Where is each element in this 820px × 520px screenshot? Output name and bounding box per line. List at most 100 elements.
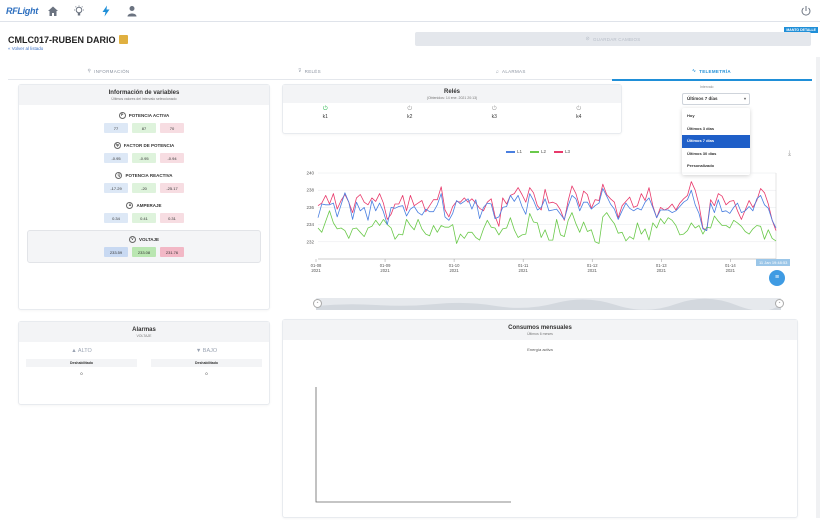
interval-select[interactable]: Últimos 7 días ▾ [682, 93, 750, 105]
lightning-icon[interactable] [100, 5, 112, 17]
tab-label: TELEMETRÍA [699, 68, 731, 74]
variable-value-l2: -20 [132, 183, 156, 193]
power-q-icon: Q [115, 171, 123, 179]
variable-label: FACTOR DE POTENCIA [123, 142, 175, 148]
page-title: CMLC017-RUBEN DARIO [8, 35, 128, 45]
telemetry-chart: 240 238 236 234 232 01-08 2021 01-09 2021 01-10 20… [306, 171, 777, 273]
alarm-low: ▼ BAJO Deshabilitado 0 [144, 346, 269, 376]
tab-alarmas[interactable]: ♫ ALARMAS [410, 63, 611, 79]
zoom-slider[interactable]: ◦ ◦ [313, 298, 784, 310]
tab-telemetria[interactable]: ∿ TELEMETRÍA [611, 63, 812, 79]
page-title-text: CMLC017-RUBEN DARIO [8, 35, 116, 45]
voltage-l3: 231.76 [160, 247, 184, 257]
edit-document-icon[interactable] [118, 35, 128, 44]
variable-title: fp FACTOR DE POTENCIA [19, 140, 269, 150]
voltage-l1: 233.59 [104, 247, 128, 257]
legend-l1[interactable]: L1 [506, 149, 522, 154]
interval-option[interactable]: Últimos 7 días [682, 135, 750, 148]
zoom-preview [316, 298, 781, 310]
relay-item[interactable]: ⏻ k4 [537, 106, 622, 120]
location-pin-icon: ⚲ [87, 68, 92, 73]
alarm-high-status: Deshabilitado [26, 359, 137, 367]
chevron-down-icon: ▾ [743, 96, 746, 101]
x-tick-label: 01-11 2021 [518, 263, 529, 273]
legend-l2[interactable]: L2 [530, 149, 546, 154]
user-icon[interactable] [126, 5, 138, 17]
voltage-group[interactable]: V VOLTAJE 233.59 233.08 231.76 [27, 230, 261, 263]
variable-label: POTENCIA REACTIVA [125, 172, 173, 178]
alarm-low-status: Deshabilitado [151, 359, 262, 367]
alarm-high-label: ▲ ALTO [71, 348, 92, 354]
y-tick-label: 236 [306, 205, 314, 210]
interval-option[interactable]: Últimos 3 días [687, 125, 715, 131]
voltage-l2: 233.08 [132, 247, 156, 257]
variable-value-l1: -17.29 [104, 183, 128, 193]
interval-option[interactable]: Personalizado [687, 163, 715, 168]
tab-reles[interactable]: ⊽ RELÉS [209, 63, 410, 79]
y-tick-label: 234 [306, 222, 314, 227]
back-link[interactable]: « Volver al listado [8, 46, 44, 51]
active-tab-indicator [612, 79, 812, 81]
relays-title: Relés [443, 89, 460, 95]
zoom-handle-left[interactable]: ◦ [313, 299, 322, 308]
top-bar: RFLight [0, 0, 820, 22]
tab-informacion[interactable]: ⚲ INFORMACIÓN [8, 63, 209, 79]
variable-value-l1: 77 [104, 123, 128, 133]
save-button[interactable]: ⊘ GUARDAR CAMBIOS [415, 32, 811, 46]
variables-title: Información de variables [108, 90, 180, 96]
relay-label: k1 [322, 114, 328, 120]
relays-header: Relés (Obtenidos: 14 ene. 2021 20:13) [283, 85, 621, 103]
filter-icon: ⊽ [298, 68, 302, 73]
relay-item[interactable]: ⏻ k3 [452, 106, 537, 120]
variable-title: Q POTENCIA REACTIVA [19, 170, 269, 180]
relay-power-icon: ⏻ [322, 106, 328, 112]
telemetry-icon: ∿ [692, 68, 697, 73]
alarms-card: Alarmas VOLTAJE ▲ ALTO Deshabilitado 0 ▼… [18, 321, 270, 405]
monthly-header: Consumos mensuales Últimos 6 meses [283, 320, 797, 340]
power-p-icon: P [118, 111, 126, 119]
page-scrollbar[interactable] [816, 57, 820, 518]
ampere-icon: A [126, 201, 134, 209]
tab-label: ALARMAS [502, 68, 526, 74]
variable-value-l2: 87 [132, 123, 156, 133]
power-icon[interactable] [800, 5, 812, 17]
variable-group: Q POTENCIA REACTIVA -17.29 -20 -25.17 [19, 170, 269, 193]
x-tick-label: 01-14 2021 [725, 263, 736, 273]
variable-value-l3: 0.31 [160, 213, 184, 223]
y-tick-label: 232 [306, 239, 314, 244]
relays-list: ⏻ k1 ⏻ k2 ⏻ k3 ⏻ k4 [283, 103, 621, 120]
monthly-subtitle: Últimos 6 meses [527, 332, 553, 336]
alarms-title: Alarmas [132, 327, 156, 333]
legend-l2-label: L2 [541, 149, 547, 154]
legend-l3[interactable]: L3 [554, 149, 570, 154]
alarm-low-value: 0 [205, 371, 208, 376]
lightbulb-icon[interactable] [73, 5, 85, 17]
variable-value-l2: 0.41 [132, 213, 156, 223]
corner-badge[interactable]: MANTO DETALLE [784, 27, 818, 33]
interval-label: Intervalo [700, 85, 714, 89]
download-icon[interactable]: ⤓ [788, 150, 792, 157]
variable-value-l3: -0.94 [160, 153, 184, 163]
interval-option[interactable]: Últimos 30 días [687, 150, 717, 156]
voltage-icon: V [128, 235, 136, 243]
relay-label: k2 [407, 114, 413, 120]
relays-card: Relés (Obtenidos: 14 ene. 2021 20:13) ⏻ k… [282, 84, 622, 134]
voltage-values: 233.59 233.08 231.76 [28, 247, 260, 257]
menu-fab-button[interactable]: ≡ [769, 270, 785, 286]
tab-label: INFORMACIÓN [94, 68, 130, 74]
interval-selected: Últimos 7 días [687, 96, 718, 101]
variable-value-l2: -0.95 [132, 153, 156, 163]
interval-option[interactable]: Hoy [687, 113, 695, 118]
alarm-high-value: 0 [80, 371, 83, 376]
zoom-handle-right[interactable]: ◦ [775, 299, 784, 308]
home-icon[interactable] [47, 5, 59, 17]
variable-group: fp FACTOR DE POTENCIA -0.95 -0.95 -0.94 [19, 140, 269, 163]
monthly-series-label: Energía activa [527, 347, 553, 352]
variables-subtitle: Últimos valores del intervalo selecciona… [111, 97, 177, 101]
variable-value-l3: 70 [160, 123, 184, 133]
relay-item[interactable]: ⏻ k1 [283, 106, 368, 120]
relay-power-icon: ⏻ [491, 106, 497, 112]
monthly-title: Consumos mensuales [508, 325, 572, 331]
relay-item[interactable]: ⏻ k2 [368, 106, 453, 120]
app-logo[interactable]: RFLight [6, 6, 38, 16]
